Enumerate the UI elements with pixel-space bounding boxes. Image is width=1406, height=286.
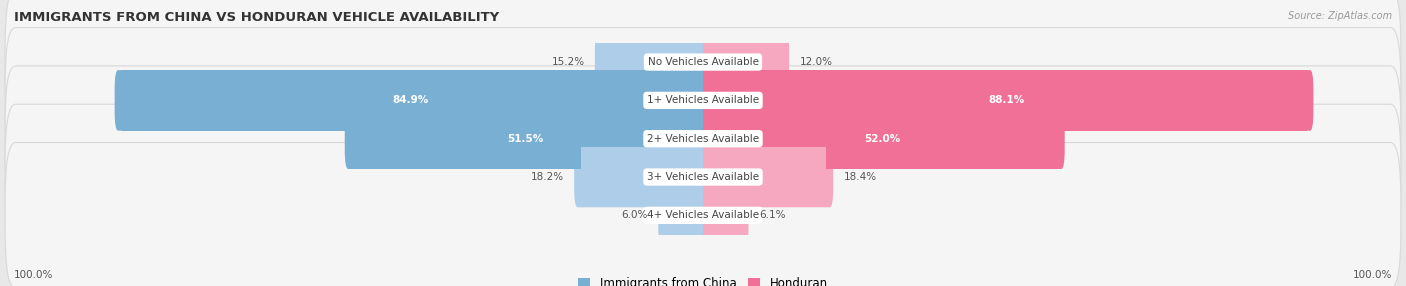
Text: 18.2%: 18.2% xyxy=(530,172,564,182)
Bar xyxy=(703,185,741,246)
Bar xyxy=(581,147,703,207)
FancyBboxPatch shape xyxy=(6,27,1400,173)
Text: 4+ Vehicles Available: 4+ Vehicles Available xyxy=(647,210,759,220)
Bar xyxy=(703,108,1057,169)
Text: 12.0%: 12.0% xyxy=(800,57,832,67)
Bar xyxy=(703,32,782,92)
Bar xyxy=(703,70,1306,131)
Text: 52.0%: 52.0% xyxy=(865,134,900,144)
FancyBboxPatch shape xyxy=(344,108,706,169)
Text: 15.2%: 15.2% xyxy=(551,57,585,67)
Text: 51.5%: 51.5% xyxy=(508,134,544,144)
Text: 18.4%: 18.4% xyxy=(844,172,877,182)
Text: 6.0%: 6.0% xyxy=(621,210,648,220)
FancyBboxPatch shape xyxy=(658,185,706,246)
FancyBboxPatch shape xyxy=(115,70,706,131)
FancyBboxPatch shape xyxy=(700,108,1064,169)
Text: 6.1%: 6.1% xyxy=(759,210,786,220)
Bar xyxy=(665,185,703,246)
Bar xyxy=(352,108,703,169)
FancyBboxPatch shape xyxy=(6,142,1400,286)
Legend: Immigrants from China, Honduran: Immigrants from China, Honduran xyxy=(578,277,828,286)
Text: 3+ Vehicles Available: 3+ Vehicles Available xyxy=(647,172,759,182)
Text: IMMIGRANTS FROM CHINA VS HONDURAN VEHICLE AVAILABILITY: IMMIGRANTS FROM CHINA VS HONDURAN VEHICL… xyxy=(14,11,499,24)
FancyBboxPatch shape xyxy=(6,66,1400,212)
Text: 1+ Vehicles Available: 1+ Vehicles Available xyxy=(647,96,759,105)
Text: 84.9%: 84.9% xyxy=(392,96,429,105)
Bar xyxy=(602,32,703,92)
FancyBboxPatch shape xyxy=(6,0,1400,135)
Text: 100.0%: 100.0% xyxy=(14,270,53,280)
Text: 100.0%: 100.0% xyxy=(1353,270,1392,280)
Text: No Vehicles Available: No Vehicles Available xyxy=(648,57,758,67)
Bar xyxy=(121,70,703,131)
Text: 2+ Vehicles Available: 2+ Vehicles Available xyxy=(647,134,759,144)
FancyBboxPatch shape xyxy=(6,104,1400,250)
FancyBboxPatch shape xyxy=(700,185,748,246)
FancyBboxPatch shape xyxy=(595,32,706,92)
FancyBboxPatch shape xyxy=(574,147,706,207)
FancyBboxPatch shape xyxy=(700,147,834,207)
FancyBboxPatch shape xyxy=(700,70,1313,131)
Bar xyxy=(703,147,827,207)
Text: 88.1%: 88.1% xyxy=(988,96,1025,105)
FancyBboxPatch shape xyxy=(700,32,789,92)
Text: Source: ZipAtlas.com: Source: ZipAtlas.com xyxy=(1288,11,1392,21)
